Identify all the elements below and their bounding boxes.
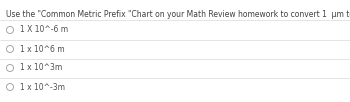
Text: 1 x 10^6 m: 1 x 10^6 m: [20, 44, 65, 54]
Text: 1 x 10^-3m: 1 x 10^-3m: [20, 83, 65, 91]
Text: 1 X 10^-6 m: 1 X 10^-6 m: [20, 26, 68, 34]
Text: 1 x 10^3m: 1 x 10^3m: [20, 64, 62, 73]
Text: Use the "Common Metric Prefix "Chart on your Math Review homework to convert 1  : Use the "Common Metric Prefix "Chart on …: [6, 10, 350, 19]
